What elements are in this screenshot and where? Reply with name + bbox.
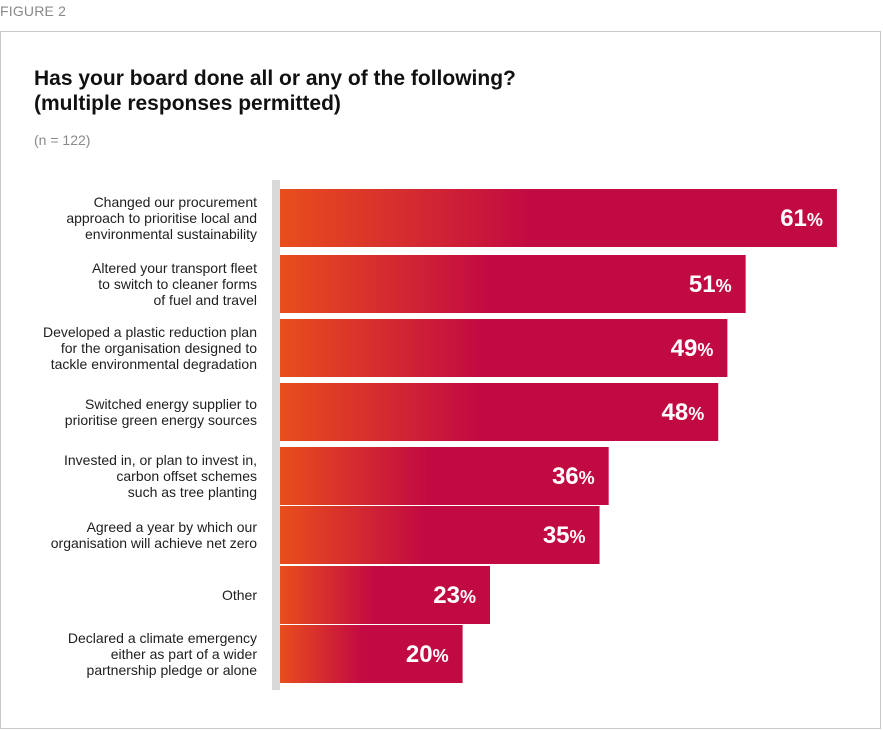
category-label-line: Developed a plastic reduction plan — [43, 324, 257, 340]
sample-size-note: (n = 122) — [34, 132, 91, 148]
category-label-line: of fuel and travel — [153, 292, 257, 308]
category-label: Changed our procurement approach to prior… — [66, 194, 257, 242]
category-label: Developed a plastic reduction plan for th… — [43, 324, 257, 372]
chart-title: Has your board done all or any of the fo… — [34, 66, 814, 116]
data-label: 61% — [780, 205, 823, 232]
bar — [280, 255, 746, 313]
category-label-line: Changed our procurement — [94, 194, 258, 210]
category-label-line: Switched energy supplier to — [85, 396, 257, 412]
category-label: Declared a climate emergency either as pa… — [68, 630, 257, 678]
category-label-line: for the organisation designed to — [61, 340, 257, 356]
category-label-line: Other — [222, 587, 257, 603]
bar — [280, 447, 609, 505]
category-label-line: organisation will achieve net zero — [51, 535, 257, 551]
bar — [280, 625, 463, 683]
category-label: Other — [222, 587, 257, 603]
data-label: 36% — [552, 463, 595, 490]
chart-title-line-2: (multiple responses permitted) — [34, 92, 341, 115]
category-label: Switched energy supplier to prioritise gr… — [65, 396, 257, 428]
category-label-line: Declared a climate emergency — [68, 630, 257, 646]
category-label-line: partnership pledge or alone — [87, 662, 258, 678]
data-label: 51% — [689, 271, 732, 298]
bar — [280, 319, 728, 377]
category-label: Agreed a year by which our organisation w… — [51, 519, 258, 551]
category-label-line: to switch to cleaner forms — [98, 276, 257, 292]
category-label-line: Altered your transport fleet — [92, 260, 257, 276]
category-label-line: either as part of a wider — [111, 646, 258, 662]
category-label-line: carbon offset schemes — [116, 468, 257, 484]
category-label-line: such as tree planting — [128, 484, 257, 500]
category-label-line: prioritise green energy sources — [65, 412, 257, 428]
data-label: 35% — [543, 522, 586, 549]
chart-title-line-1: Has your board done all or any of the fo… — [34, 67, 516, 90]
category-label-line: Invested in, or plan to invest in, — [64, 452, 257, 468]
bar — [280, 383, 719, 441]
data-label: 23% — [433, 582, 476, 609]
bar — [280, 189, 837, 247]
category-label: Invested in, or plan to invest in, carbon… — [64, 452, 257, 500]
figure-label: FIGURE 2 — [0, 3, 67, 19]
bar — [280, 566, 490, 624]
data-label: 20% — [406, 641, 449, 668]
category-label: Altered your transport fleet to switch to… — [92, 260, 257, 308]
bar — [280, 506, 600, 564]
category-label-line: approach to prioritise local and — [66, 210, 257, 226]
category-label-line: environmental sustainability — [85, 226, 257, 242]
data-label: 48% — [662, 399, 705, 426]
category-axis — [272, 180, 280, 690]
data-label: 49% — [671, 335, 714, 362]
category-label-line: tackle environmental degradation — [51, 356, 257, 372]
category-label-line: Agreed a year by which our — [87, 519, 258, 535]
